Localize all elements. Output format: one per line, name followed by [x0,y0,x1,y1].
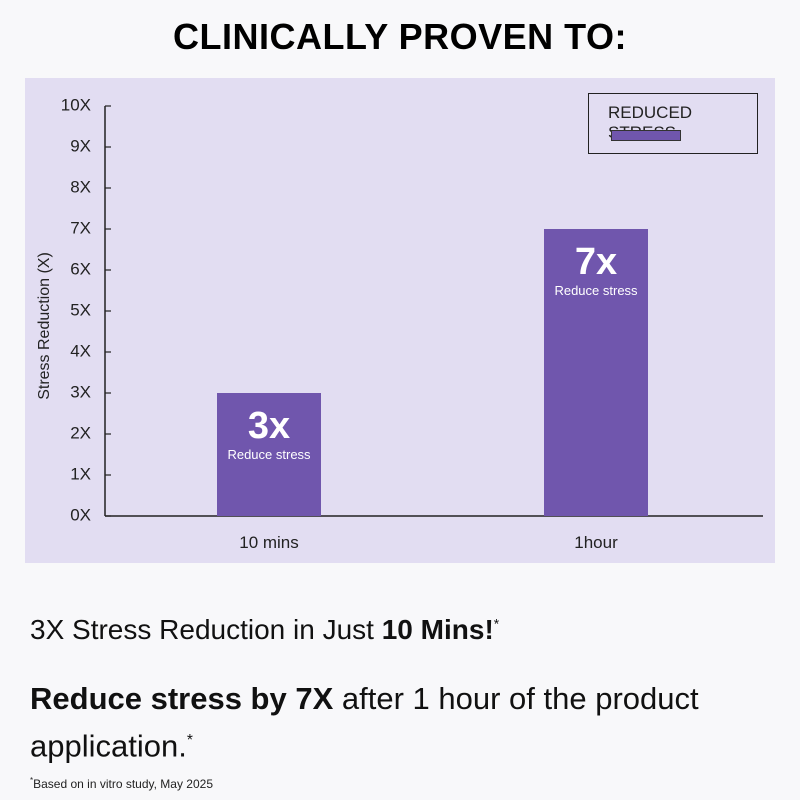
chart-legend: REDUCED STRESS [588,93,758,154]
y-tick-label: 3X [70,382,91,401]
bar-value-label: 3x [248,405,290,447]
y-tick-label: 7X [70,218,91,237]
claim-10-mins: 3X Stress Reduction in Just 10 Mins!* [30,614,499,646]
y-tick-label: 5X [70,300,91,319]
claim-1-hour-mark: * [186,732,193,749]
claim-1-hour: Reduce stress by 7X after 1 hour of the … [30,678,790,767]
claim-10-mins-text: 3X Stress Reduction in Just [30,614,382,645]
claim-1-hour-text: after 1 hour of the product application. [30,681,699,764]
legend-swatch [611,130,681,141]
footnote: *Based on in vitro study, May 2025 [30,776,213,791]
bar-chart: 0X 1X 2X 3X 4X 5X 6X 7X 8X 9X 10X Stress Reduction … [36,95,763,552]
claim-10-mins-mark: * [493,615,500,632]
y-tick-label: 8X [70,177,91,196]
bar-chart-panel: 0X 1X 2X 3X 4X 5X 6X 7X 8X 9X 10X Stress Reduction … [25,78,775,563]
bar-caption-label: Reduce stress [227,447,311,462]
y-tick-label: 6X [70,259,91,278]
bar-value-label: 7x [575,241,617,283]
bar [217,393,321,516]
y-tick-label: 1X [70,464,91,483]
bar-caption-label: Reduce stress [554,283,638,298]
x-tick-label: 1hour [574,533,618,552]
footnote-text: Based on in vitro study, May 2025 [33,777,214,791]
claim-10-mins-bold: 10 Mins! [381,614,494,645]
y-tick-label: 0X [70,505,91,524]
bar [544,229,648,516]
y-tick-label: 4X [70,341,91,360]
y-tick-label: 9X [70,136,91,155]
footnote-mark: * [30,776,34,785]
claim-1-hour-bold: Reduce stress by 7X [30,681,334,716]
y-tick-label: 10X [61,95,91,114]
x-tick-label: 10 mins [239,533,299,552]
y-tick-label: 2X [70,423,91,442]
page-headline: CLINICALLY PROVEN TO: [173,16,627,57]
y-axis-title: Stress Reduction (X) [36,252,53,400]
